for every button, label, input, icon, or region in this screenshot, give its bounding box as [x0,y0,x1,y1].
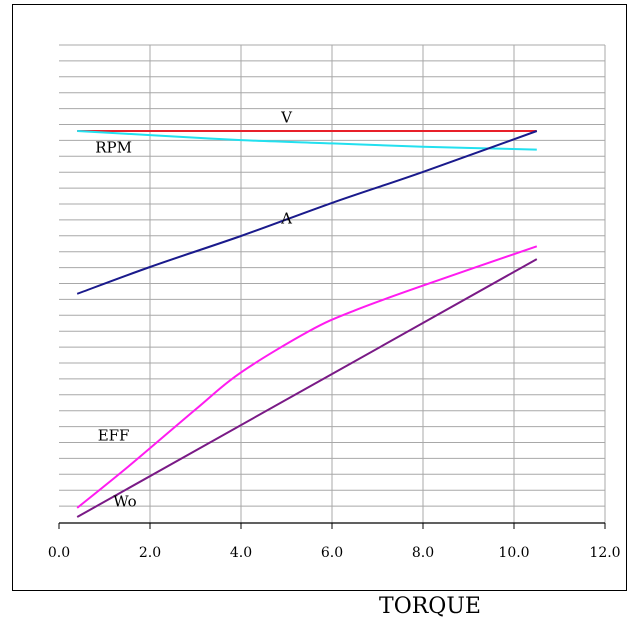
x-tick-label: 12.0 [589,545,620,561]
chart-frame [12,4,627,591]
series-label-wo: Wo [113,493,136,511]
series-line-eff [76,245,538,509]
x-tick-label: 10.0 [498,545,529,561]
x-tick-label: 6.0 [321,545,343,561]
x-tick-label: 2.0 [139,545,161,561]
x-tick-label: 0.0 [48,545,70,561]
series-label-rpm: RPM [95,138,132,156]
series-label-v: V [280,108,293,126]
series-lines [76,130,538,518]
x-tick-label: 8.0 [412,545,434,561]
series-label-a: A [280,210,292,228]
x-tick-label: 4.0 [230,545,252,561]
series-line-rpm [77,130,537,151]
series-line-wo [76,258,538,518]
series-label-eff: EFF [98,427,130,445]
x-axis: 0.0 2.0 4.0 6.0 8.0 10.0 12.0 [48,522,621,561]
x-axis-title: TORQUE [379,594,481,619]
grid-lines [59,44,606,523]
series-labels: V RPM A EFF Wo [95,108,293,510]
series-line-a [76,130,538,295]
